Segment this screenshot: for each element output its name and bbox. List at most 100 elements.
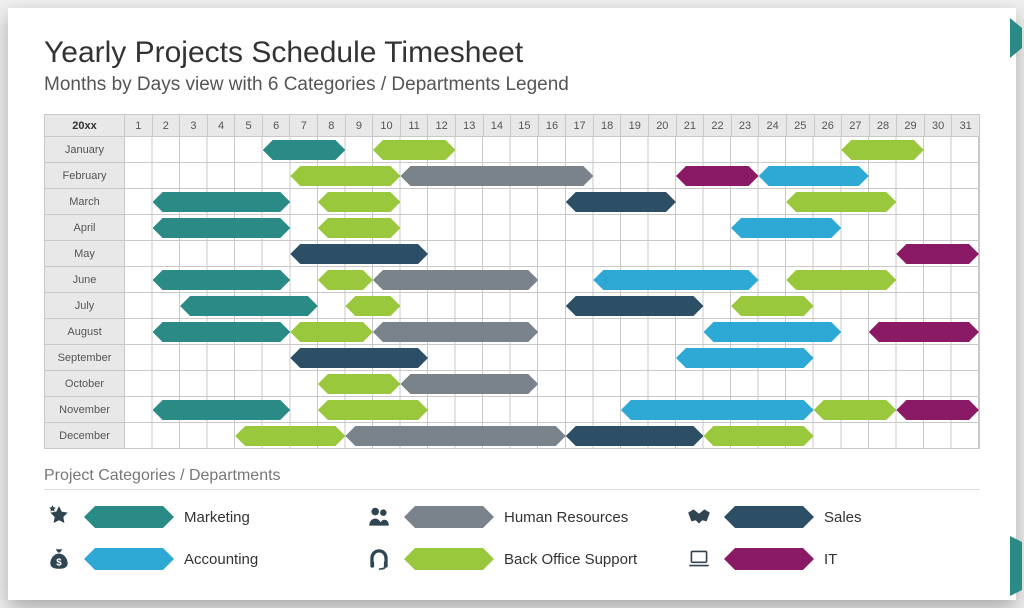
gantt-bar: [400, 374, 538, 394]
legend-item-marketing: Marketing: [44, 502, 340, 532]
gantt-bar: [786, 270, 896, 290]
gantt-bar: [704, 322, 842, 342]
day-header: 24: [759, 115, 787, 137]
handshake-icon: [684, 502, 714, 532]
gantt-bar: [290, 166, 400, 186]
month-track: [125, 293, 980, 319]
legend-label: IT: [824, 551, 837, 568]
day-header: 26: [815, 115, 843, 137]
day-header: 13: [456, 115, 484, 137]
gantt-bar: [153, 270, 291, 290]
gantt-bar: [896, 244, 979, 264]
gantt-bar: [676, 166, 759, 186]
day-header: 25: [787, 115, 815, 137]
day-header: 21: [677, 115, 705, 137]
month-label: November: [45, 397, 125, 423]
legend-swatch: [724, 548, 814, 570]
month-track: [125, 241, 980, 267]
day-header: 11: [401, 115, 429, 137]
gantt-bar: [896, 400, 979, 420]
gantt-bar: [400, 166, 593, 186]
month-label: April: [45, 215, 125, 241]
day-header: 18: [594, 115, 622, 137]
day-header: 2: [153, 115, 181, 137]
month-track: [125, 215, 980, 241]
day-header: 5: [235, 115, 263, 137]
gantt-bar: [786, 192, 896, 212]
day-header: 16: [539, 115, 567, 137]
month-track: [125, 137, 980, 163]
gantt-bar: [759, 166, 869, 186]
gantt-bar: [290, 244, 428, 264]
gantt-bar: [153, 192, 291, 212]
gantt-bar: [290, 348, 428, 368]
gantt-bar: [345, 296, 400, 316]
day-header: 12: [428, 115, 456, 137]
month-label: September: [45, 345, 125, 371]
legend-swatch: [404, 548, 494, 570]
people-icon: [364, 502, 394, 532]
day-header: 6: [263, 115, 291, 137]
legend-label: Accounting: [184, 551, 258, 568]
day-header: 4: [208, 115, 236, 137]
day-header: 28: [870, 115, 898, 137]
slide-page: Yearly Projects Schedule Timesheet Month…: [8, 8, 1016, 600]
accent-tab-top: [1010, 18, 1022, 58]
gantt-bar: [373, 322, 538, 342]
page-subtitle: Months by Days view with 6 Categories / …: [44, 74, 980, 96]
gantt-bar: [841, 140, 924, 160]
month-label: December: [45, 423, 125, 449]
month-track: [125, 189, 980, 215]
day-header: 23: [732, 115, 760, 137]
month-label: February: [45, 163, 125, 189]
month-label: March: [45, 189, 125, 215]
moneybag-icon: $: [44, 544, 74, 574]
legend-item-sales: Sales: [684, 502, 980, 532]
legend-swatch: [84, 506, 174, 528]
day-header: 17: [566, 115, 594, 137]
gantt-bar: [345, 426, 565, 446]
month-track: [125, 163, 980, 189]
day-header: 14: [484, 115, 512, 137]
day-header: 9: [346, 115, 374, 137]
day-header: 31: [952, 115, 980, 137]
month-track: [125, 345, 980, 371]
month-track: [125, 319, 980, 345]
gantt-bar: [676, 348, 814, 368]
gantt-bar: [153, 400, 291, 420]
legend-item-accounting: $ Accounting: [44, 544, 340, 574]
legend-label: Sales: [824, 509, 862, 526]
gantt-bar: [731, 296, 814, 316]
legend-item-backoffice: Back Office Support: [364, 544, 660, 574]
month-label: January: [45, 137, 125, 163]
legend-item-it: IT: [684, 544, 980, 574]
legend-swatch: [724, 506, 814, 528]
month-label: July: [45, 293, 125, 319]
legend-item-hr: Human Resources: [364, 502, 660, 532]
gantt-bar: [621, 400, 814, 420]
gantt-bar: [180, 296, 318, 316]
gantt-bar: [566, 192, 676, 212]
day-header: 20: [649, 115, 677, 137]
gantt-chart: 20xx123456789101112131415161718192021222…: [44, 114, 980, 449]
gantt-bar: [290, 322, 373, 342]
legend-title: Project Categories / Departments: [44, 467, 980, 490]
year-label: 20xx: [45, 115, 125, 137]
legend-swatch: [84, 548, 174, 570]
day-header: 29: [897, 115, 925, 137]
gantt-bar: [153, 322, 291, 342]
gantt-bar: [263, 140, 346, 160]
laptop-icon: [684, 544, 714, 574]
day-header: 30: [925, 115, 953, 137]
day-header: 27: [842, 115, 870, 137]
legend-label: Human Resources: [504, 509, 628, 526]
gantt-bar: [318, 192, 401, 212]
day-header: 10: [373, 115, 401, 137]
day-header: 22: [704, 115, 732, 137]
day-header: 3: [180, 115, 208, 137]
gantt-bar: [318, 400, 428, 420]
month-track: [125, 397, 980, 423]
gantt-bar: [731, 218, 841, 238]
gantt-bar: [373, 140, 456, 160]
legend-swatch: [404, 506, 494, 528]
